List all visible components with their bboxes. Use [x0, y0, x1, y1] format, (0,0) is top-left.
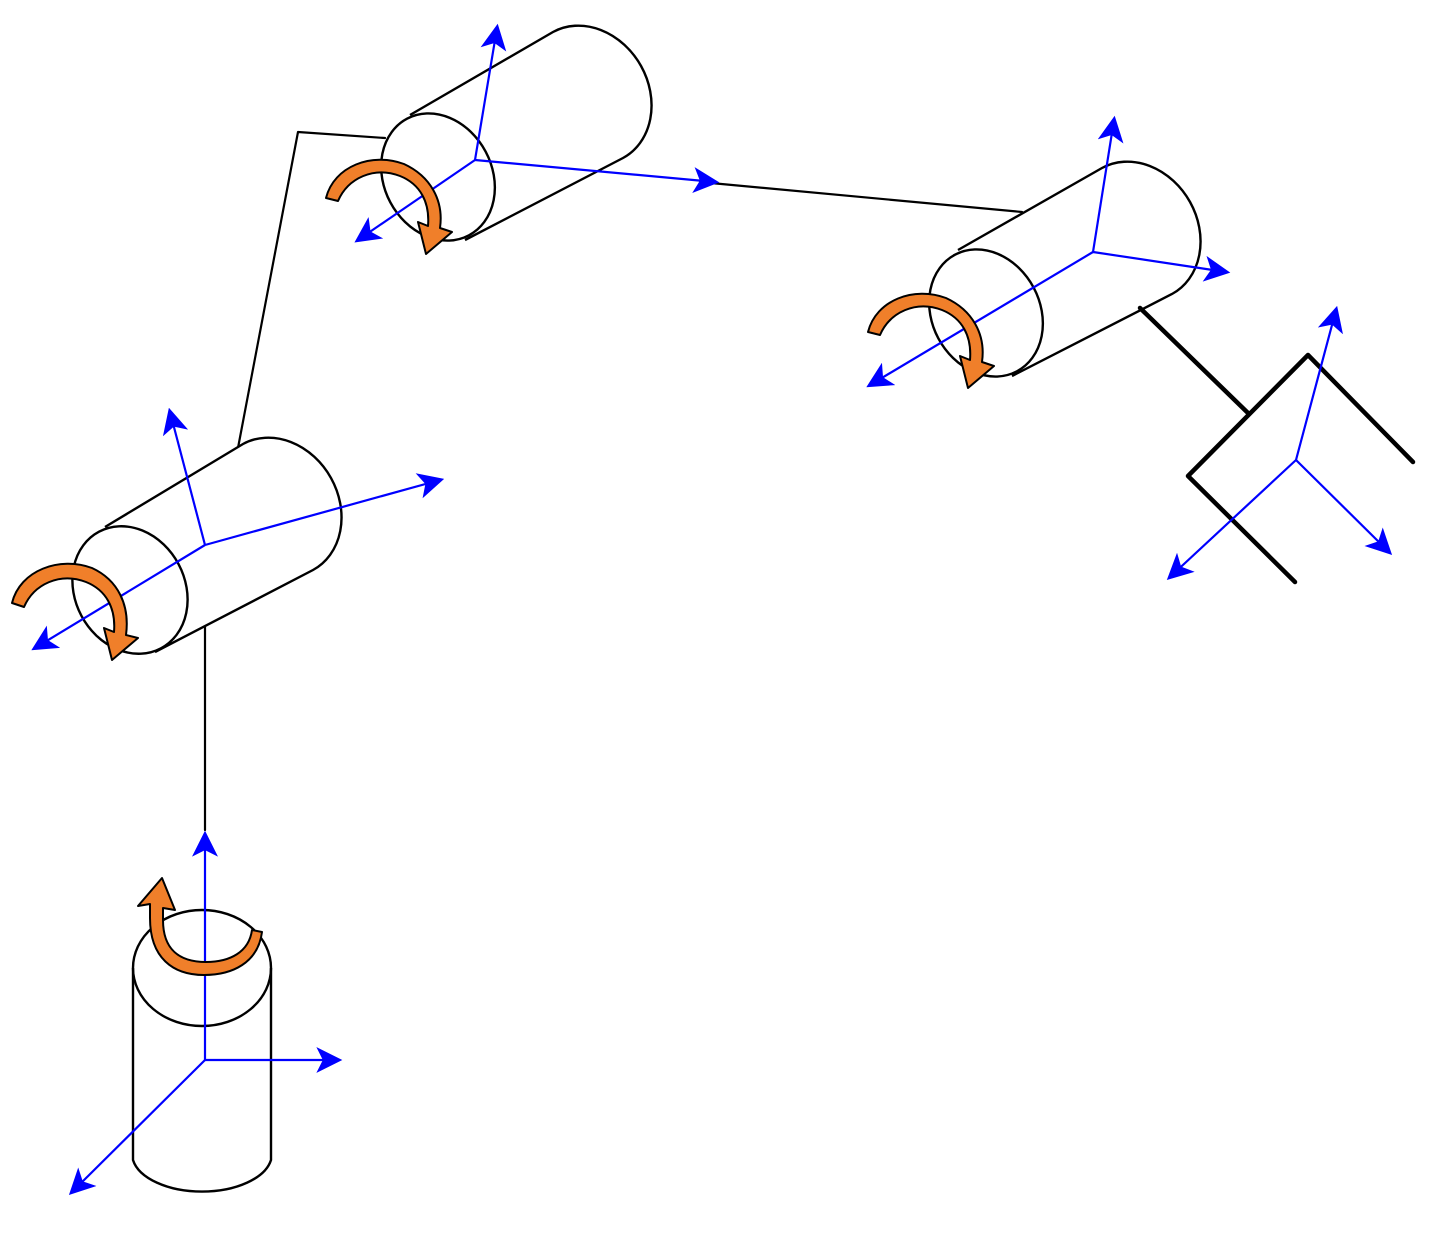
rotation-arrow-icon — [867, 292, 995, 389]
rotation-arrow-icon — [325, 158, 453, 255]
elbow-cylinder-body — [409, 24, 653, 242]
rotation-arrow-icon — [137, 877, 263, 976]
arm-links — [203, 130, 1024, 832]
coordinate-frame-icon — [68, 830, 343, 1196]
shoulder-cylinder-face — [71, 525, 189, 655]
gripper-icon — [1137, 305, 1416, 585]
elbow-joint — [325, 23, 720, 255]
cylinder-joint-icon — [131, 908, 273, 1193]
rotation-arrow-icon — [11, 562, 139, 661]
link-elbow-to-wrist — [698, 180, 1024, 214]
cylinder-joint-icon — [379, 24, 653, 242]
coordinate-frame-icon — [354, 23, 720, 243]
wrist-cylinder-body — [957, 160, 1202, 378]
shoulder-joint — [11, 407, 445, 661]
elbow-cylinder-face — [379, 112, 497, 242]
cylinder-joint-icon — [927, 160, 1202, 378]
base-joint — [68, 830, 343, 1196]
shoulder-cylinder-body — [104, 436, 343, 654]
wrist-joint — [866, 115, 1231, 389]
gripper — [1137, 305, 1416, 585]
link-shoulder-to-elbow — [228, 130, 387, 492]
coordinate-frame-icon — [1166, 305, 1393, 580]
base-cylinder-body — [131, 968, 273, 1193]
cylinder-joint-icon — [71, 436, 343, 655]
base-cylinder-top — [131, 908, 273, 1028]
coordinate-frame-icon — [866, 115, 1231, 388]
